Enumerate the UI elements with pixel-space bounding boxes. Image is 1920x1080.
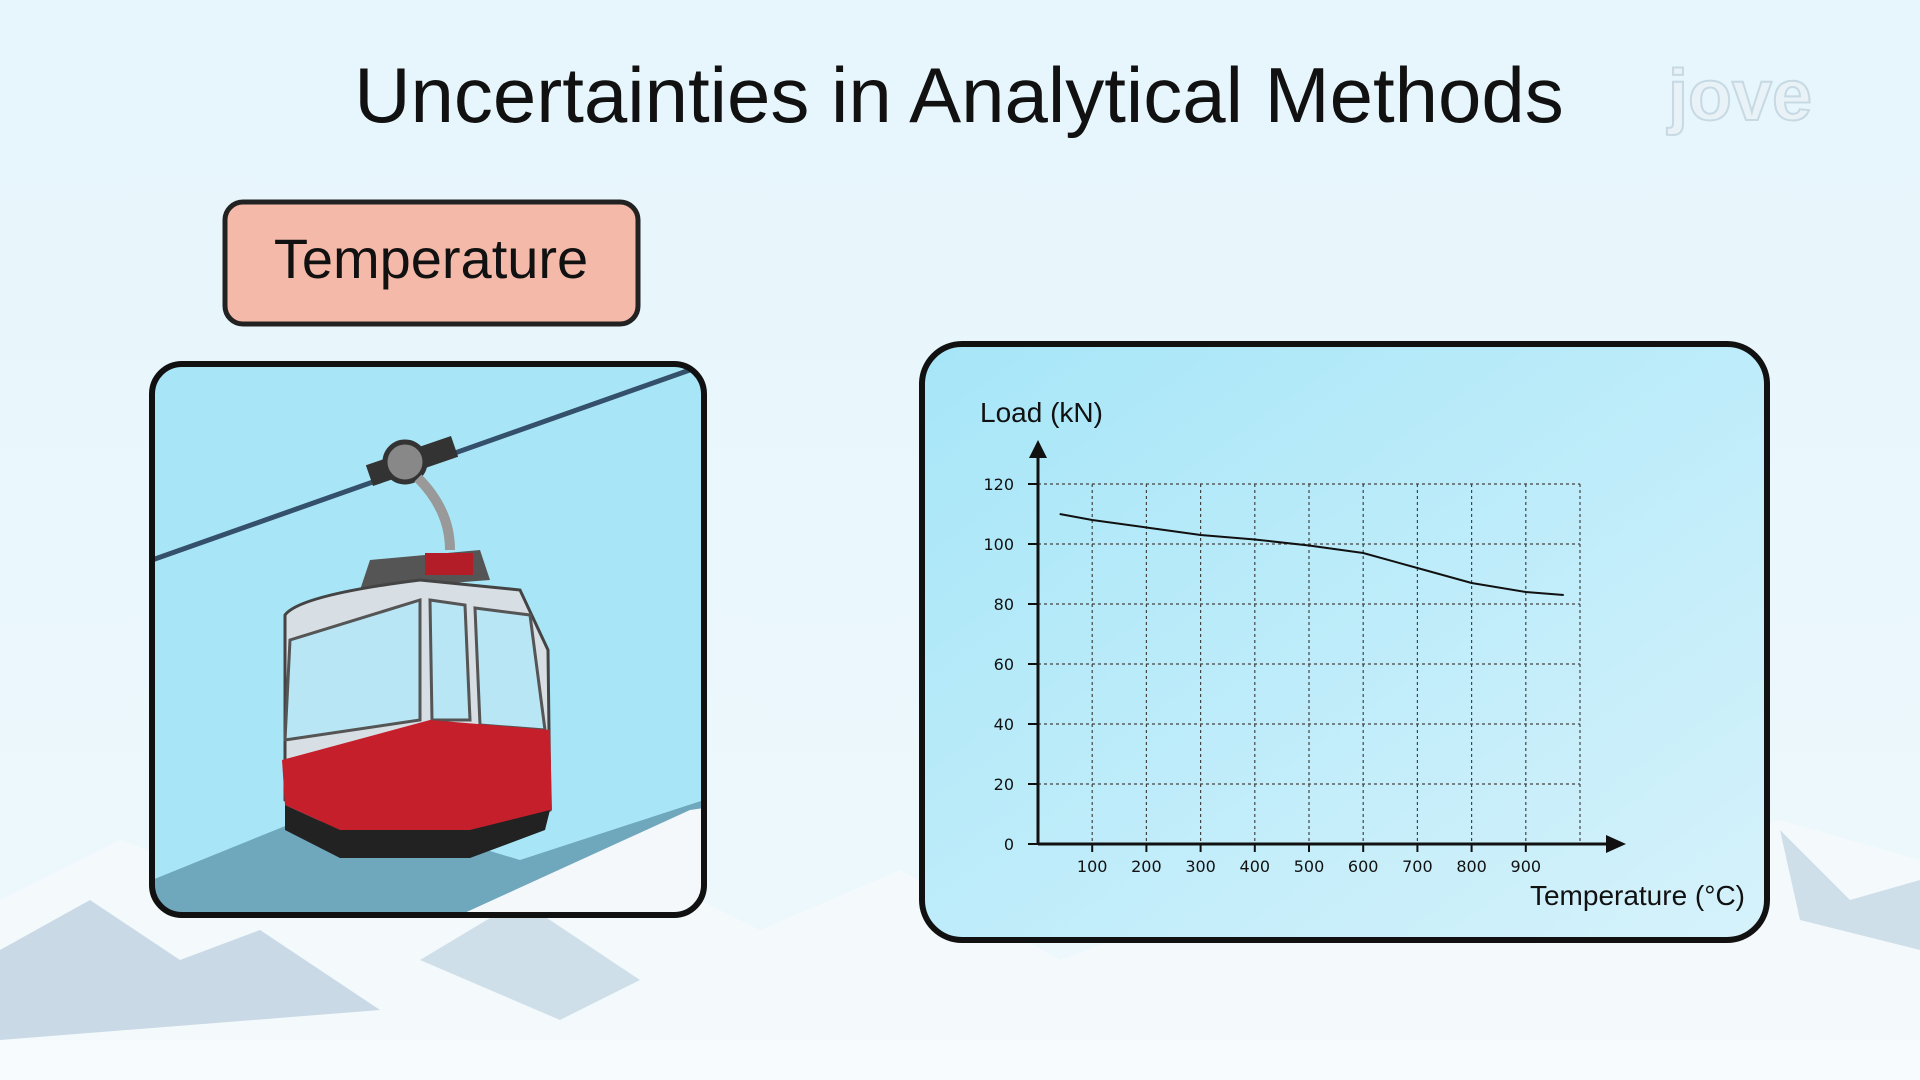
x-axis-title: Temperature (°C) [1530,880,1745,911]
x-tick-label: 400 [1240,857,1271,876]
x-tick-label: 500 [1294,857,1325,876]
y-tick-label: 120 [983,475,1014,494]
x-tick-label: 200 [1131,857,1162,876]
x-tick-label: 300 [1185,857,1216,876]
topic-label: Temperature [274,227,588,290]
x-tick-label: 900 [1511,857,1542,876]
logo: jove [1666,56,1812,136]
image-frame [149,361,707,918]
data-line [1059,513,1564,596]
x-tick-label: 700 [1402,857,1433,876]
y-axis-title: Load (kN) [980,397,1103,428]
y-tick-label: 0 [1004,835,1014,854]
x-tick-label: 100 [1077,857,1108,876]
gondola-illustration [152,364,704,915]
topic-box [222,199,641,327]
x-tick-label: 800 [1456,857,1487,876]
x-tick-label: 600 [1348,857,1379,876]
y-tick-label: 100 [983,535,1014,554]
y-axis-arrow [1029,440,1047,458]
y-tick-label: 80 [994,595,1014,614]
y-tick-label: 20 [994,775,1014,794]
slide-title: Uncertainties in Analytical Methods [354,51,1564,139]
y-tick-label: 60 [994,655,1014,674]
mountains [0,820,1920,1080]
chart-frame [919,341,1770,943]
x-axis-arrow [1606,835,1626,853]
y-tick-label: 40 [994,715,1014,734]
